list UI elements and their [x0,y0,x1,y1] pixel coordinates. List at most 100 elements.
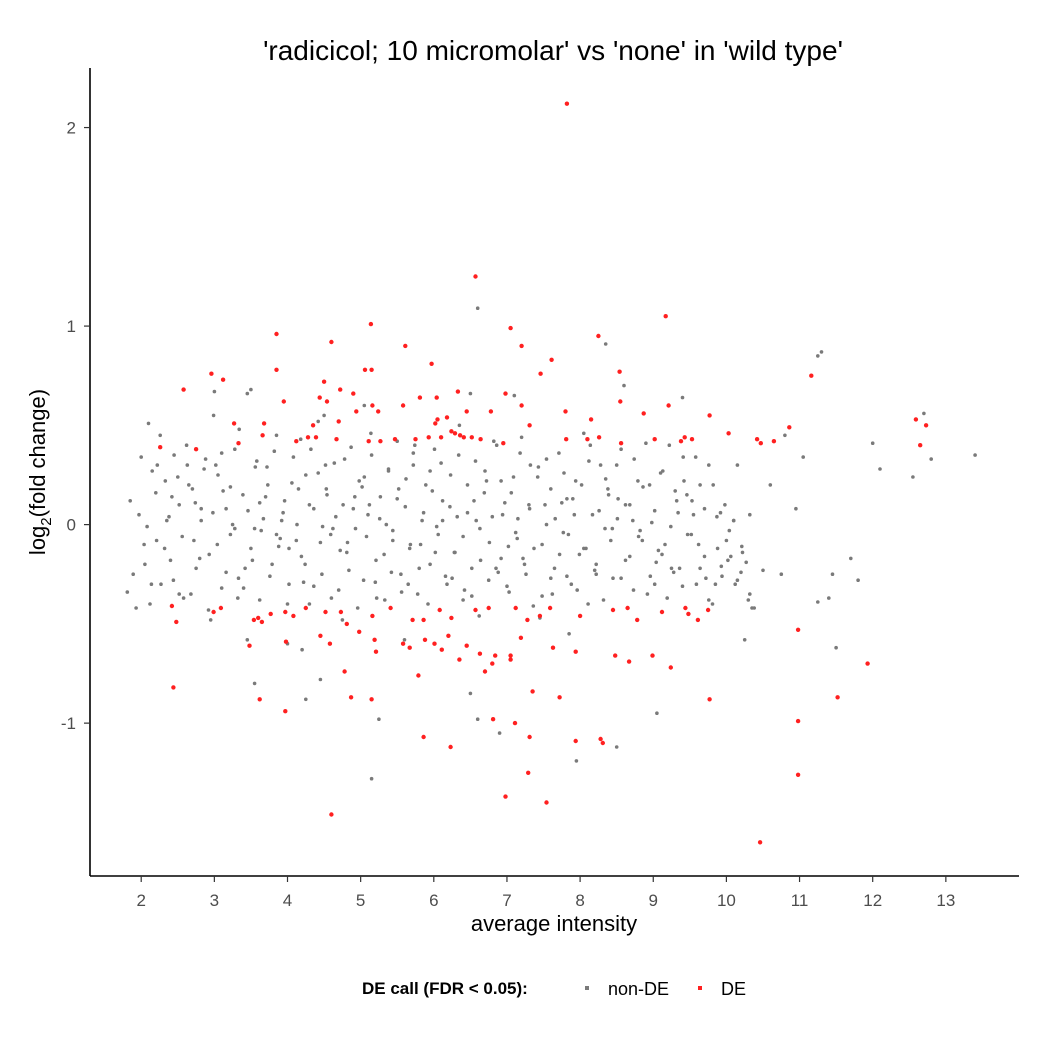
non-de-point [298,437,303,442]
non-de-point [154,491,158,495]
non-de-point [180,534,184,539]
non-de-point [167,514,171,519]
non-de-point [206,608,211,612]
non-de-point [199,506,203,511]
de-point [449,429,454,434]
de-point [369,367,374,372]
non-de-point [408,542,413,547]
de-point [461,435,466,440]
de-point [439,647,444,652]
non-de-point [482,491,487,495]
non-de-point [274,532,279,537]
non-de-point [560,501,564,505]
non-de-point [565,497,569,501]
y-tick-label: 0 [67,516,76,535]
non-de-point [816,600,820,604]
non-de-point [594,562,598,567]
non-de-point [512,393,517,398]
non-de-point [499,556,503,561]
non-de-point [616,497,620,501]
de-point [787,425,792,430]
non-de-point [492,439,496,444]
non-de-point [246,508,250,513]
non-de-point [590,512,595,517]
non-de-point [689,532,694,537]
de-point [464,643,469,648]
non-de-point [572,512,577,517]
non-de-point [503,501,507,505]
non-de-point [181,596,186,600]
de-point [547,605,553,611]
de-point [682,435,687,440]
non-de-point [531,604,536,608]
y-tick-label: -1 [61,714,76,733]
de-point [209,371,214,376]
non-de-point [245,391,250,396]
de-point [564,101,570,106]
de-point [448,744,453,750]
de-point [490,661,495,666]
non-de-point [361,578,366,582]
de-point [338,609,344,615]
non-de-point [750,606,754,610]
de-point [305,435,311,440]
non-de-point [128,499,132,503]
non-de-point [544,522,549,527]
de-point [518,635,524,640]
non-de-point [426,602,430,606]
de-point [473,274,478,279]
non-de-point [648,574,653,578]
non-de-point [779,572,784,576]
non-de-point [518,451,522,455]
non-de-point [704,576,708,580]
non-de-point [323,463,328,467]
non-de-point [322,413,326,418]
non-de-point [221,489,225,493]
de-point [378,439,383,444]
non-de-point [328,532,333,537]
non-de-point [386,467,391,471]
non-de-point [304,473,308,477]
non-de-point [457,423,462,428]
de-point [318,633,323,638]
non-de-point [274,433,279,438]
non-de-point [674,499,679,503]
non-de-point [663,542,667,547]
non-de-point [219,451,224,455]
non-de-point [170,495,174,499]
non-de-point [654,560,658,565]
non-de-point [645,592,650,596]
non-de-point [299,554,304,559]
x-tick-label: 8 [575,891,584,910]
non-de-point [673,489,677,493]
non-de-point [189,592,193,596]
non-de-point [329,596,334,600]
non-de-point [190,487,195,491]
de-point [503,794,508,799]
y-axis-title-main: log [25,526,50,555]
non-de-point [740,550,745,555]
non-de-point [355,606,360,610]
y-tick-label: 1 [67,317,76,336]
de-point [513,605,518,611]
non-de-point [742,638,747,642]
non-de-point [399,572,403,576]
non-de-point [579,483,584,487]
x-tick-label: 5 [356,891,365,910]
non-de-point [351,506,356,511]
de-point [294,439,299,444]
de-point [613,653,618,658]
non-de-point [567,632,571,636]
non-de-point [312,584,316,588]
de-point [283,609,288,615]
non-de-point [669,524,673,529]
non-de-point [193,501,198,505]
non-de-point [783,433,787,438]
non-de-point [421,510,426,515]
de-point [329,812,334,817]
de-point [259,619,265,625]
non-de-point [259,528,264,533]
non-de-point [470,594,474,598]
non-de-point [285,602,290,606]
non-de-point [676,510,680,515]
